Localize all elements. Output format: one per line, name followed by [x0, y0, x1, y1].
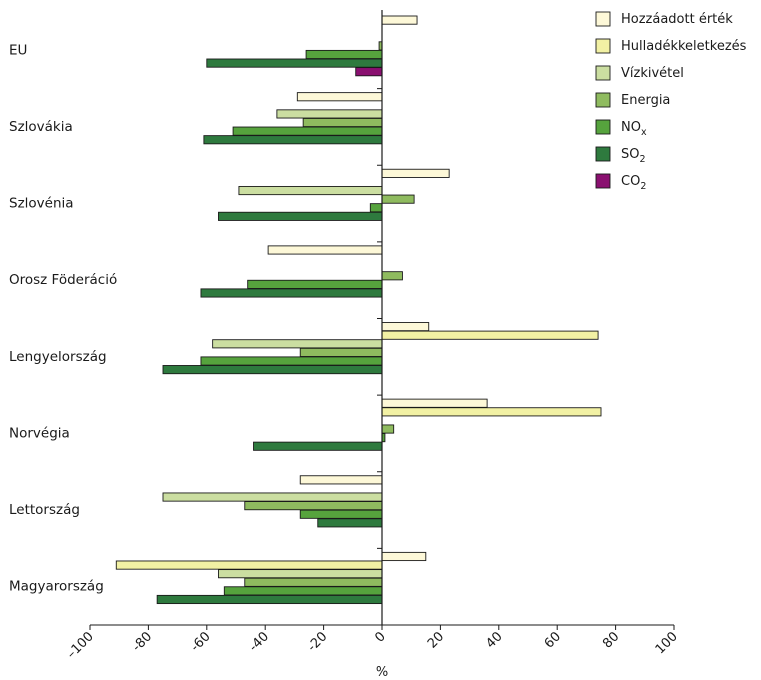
bar — [162, 492, 383, 502]
legend-item: Hozzáadott érték — [595, 11, 733, 27]
x-tick-label: -40 — [246, 629, 272, 655]
legend-label: NOx — [621, 120, 647, 138]
category-labels: EU Szlovákia Szlovénia Orosz Föderáció Lengy… — [9, 42, 117, 594]
category-label: EU — [9, 42, 27, 58]
bar — [238, 185, 383, 196]
category-label: Lettország — [9, 502, 80, 518]
legend-swatch — [595, 119, 611, 135]
bars-layer — [115, 15, 602, 605]
bar — [381, 424, 395, 434]
bar — [218, 569, 383, 579]
bar — [305, 49, 383, 60]
legend-label: CO2 — [621, 174, 646, 192]
bar — [381, 322, 430, 332]
category-label: Szlovákia — [9, 119, 73, 135]
x-tick-label: –100 — [64, 629, 97, 662]
category-group — [200, 245, 403, 298]
category-group — [203, 92, 383, 145]
bar — [299, 509, 383, 519]
legend-label: Vízkivétel — [621, 66, 684, 81]
bar — [156, 594, 383, 605]
category-group — [162, 322, 599, 375]
legend-swatch — [595, 173, 611, 189]
bar — [369, 203, 383, 213]
bar — [200, 288, 383, 298]
legend-label: Hulladékkeletkezés — [621, 39, 747, 54]
x-tick-label: 60 — [542, 629, 564, 651]
legend-item: Vízkivétel — [595, 65, 684, 81]
bar — [253, 441, 383, 451]
bar — [267, 245, 383, 255]
bar — [381, 194, 415, 204]
x-tick-label: -80 — [130, 629, 156, 655]
bar — [381, 407, 602, 417]
category-label: Norvégia — [9, 425, 70, 441]
bar — [276, 109, 383, 119]
bar — [381, 551, 427, 562]
legend-swatch — [595, 92, 611, 108]
bar — [206, 58, 383, 68]
legend: Hozzáadott érték Hulladékkeletkezés Vízkiv… — [595, 11, 747, 192]
bar — [296, 92, 383, 102]
category-group — [253, 398, 602, 451]
category-group — [218, 168, 450, 221]
x-tick-label: -60 — [188, 629, 214, 655]
category-group — [162, 475, 383, 528]
legend-label: Energia — [621, 93, 670, 108]
x-tick-label: -20 — [305, 629, 331, 655]
bar — [381, 330, 599, 340]
legend-swatch — [595, 11, 611, 27]
bar — [200, 356, 383, 366]
x-tick-label: 20 — [425, 629, 447, 651]
bar — [381, 15, 418, 25]
legend-swatch — [595, 65, 611, 81]
x-tick-label: 0 — [372, 629, 388, 645]
legend-item: CO2 — [595, 173, 646, 192]
category-label: Magyarország — [9, 579, 104, 595]
bar — [244, 577, 383, 587]
legend-item: NOx — [595, 119, 647, 138]
category-label: Szlovénia — [9, 196, 74, 212]
bar — [244, 501, 383, 511]
category-ticks — [377, 88, 382, 549]
bar — [115, 560, 383, 570]
legend-item: Hulladékkeletkezés — [595, 38, 747, 54]
bar — [212, 339, 383, 349]
x-axis-ticks: –100 -80 -60 -40 -20 0 20 40 60 80 100 — [64, 625, 681, 662]
bar — [232, 126, 383, 136]
bar — [299, 475, 383, 485]
x-tick-label: 80 — [600, 629, 622, 651]
legend-label: Hozzáadott érték — [621, 12, 733, 27]
bar — [355, 67, 383, 77]
bar — [317, 518, 383, 528]
x-tick-label: 40 — [483, 629, 505, 651]
bar — [381, 398, 488, 408]
bar — [203, 135, 383, 145]
legend-swatch — [595, 38, 611, 54]
bar — [381, 271, 403, 281]
bar — [218, 211, 383, 221]
legend-label: SO2 — [621, 147, 646, 165]
bar — [223, 586, 383, 596]
category-label: Lengyelország — [9, 349, 107, 365]
category-group — [115, 551, 427, 605]
x-axis-title: % — [376, 665, 388, 680]
bar — [162, 365, 383, 375]
bar — [381, 168, 450, 178]
bar — [247, 279, 383, 289]
bar — [302, 117, 383, 128]
legend-item: SO2 — [595, 146, 646, 165]
category-label: Orosz Föderáció — [9, 272, 117, 288]
x-tick-label: 100 — [653, 629, 681, 657]
legend-item: Energia — [595, 92, 670, 108]
legend-swatch — [595, 146, 611, 162]
category-group — [206, 15, 418, 77]
bar — [299, 347, 383, 357]
